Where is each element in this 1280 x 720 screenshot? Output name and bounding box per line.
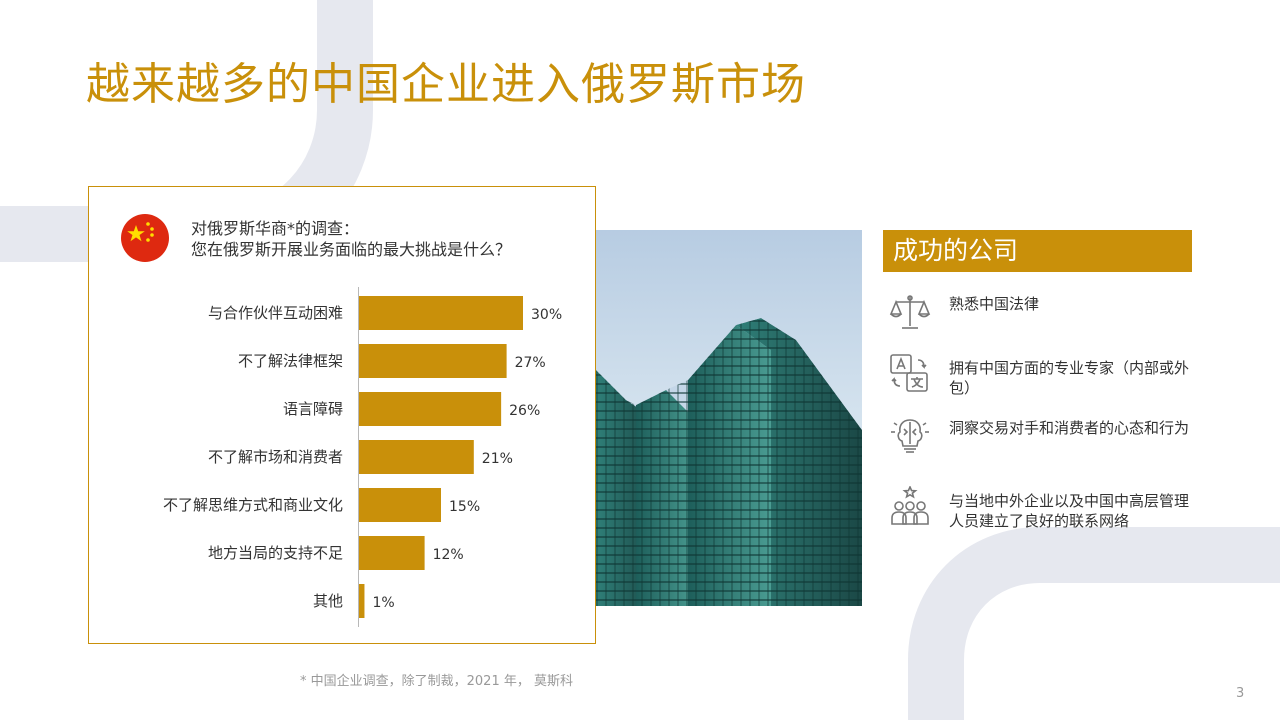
data-label: 12% (433, 547, 464, 563)
category-label: 不了解思维方式和商业文化 (163, 496, 343, 514)
scales-icon (889, 295, 931, 329)
survey-question-line1: 对俄罗斯华商*的调查： (191, 219, 360, 238)
brain-icon (891, 419, 929, 453)
slide-title: 越来越多的中国企业进入俄罗斯市场 (86, 59, 806, 110)
bar-chart: 与合作伙伴互动困难 30% 不了解法律框架 27% 语言障碍 26% 不了解市场和消费者 21… (163, 287, 562, 627)
bar (359, 392, 502, 426)
category-label: 不了解市场和消费者 (208, 448, 343, 466)
bar (359, 296, 523, 330)
translation-icon (890, 354, 928, 392)
bar (359, 584, 365, 618)
category-label: 不了解法律框架 (238, 352, 343, 370)
panel-item-text: 洞察交易对手和消费者的心态和行为 (949, 419, 1190, 437)
china-flag-icon (121, 214, 169, 262)
people-network-icon (891, 486, 929, 525)
category-label: 与合作伙伴互动困难 (208, 304, 343, 322)
panel-item-text: 拥有中国方面的专业专家（内部或外包） (949, 359, 1190, 397)
panel-item-text: 与当地中外企业以及中国中高层管理人员建立了良好的联系网络 (949, 492, 1190, 530)
bar (359, 344, 507, 378)
bar (359, 536, 425, 570)
data-label: 26% (509, 403, 540, 419)
data-label: 30% (531, 307, 562, 323)
bar (359, 488, 441, 522)
survey-chart: 对俄罗斯华商*的调查： 您在俄罗斯开展业务面临的最大挑战是什么？ 与合作伙伴互动… (88, 186, 596, 644)
survey-question-line2: 您在俄罗斯开展业务面临的最大挑战是什么？ (191, 240, 512, 259)
bar (359, 440, 474, 474)
data-label: 15% (449, 499, 480, 515)
footnote: * 中国企业调查，除了制裁，2021 年， 莫斯科 (300, 674, 573, 689)
panel-item-text: 熟悉中国法律 (949, 295, 1040, 313)
data-label: 27% (515, 355, 546, 371)
data-label: 1% (372, 595, 394, 611)
panel-header: 成功的公司 (883, 230, 1192, 272)
building-photo (596, 230, 862, 606)
category-label: 地方当局的支持不足 (208, 544, 343, 562)
data-label: 21% (482, 451, 513, 467)
page-number: 3 (1236, 686, 1245, 701)
category-label: 其他 (313, 592, 343, 610)
category-label: 语言障碍 (283, 400, 343, 418)
